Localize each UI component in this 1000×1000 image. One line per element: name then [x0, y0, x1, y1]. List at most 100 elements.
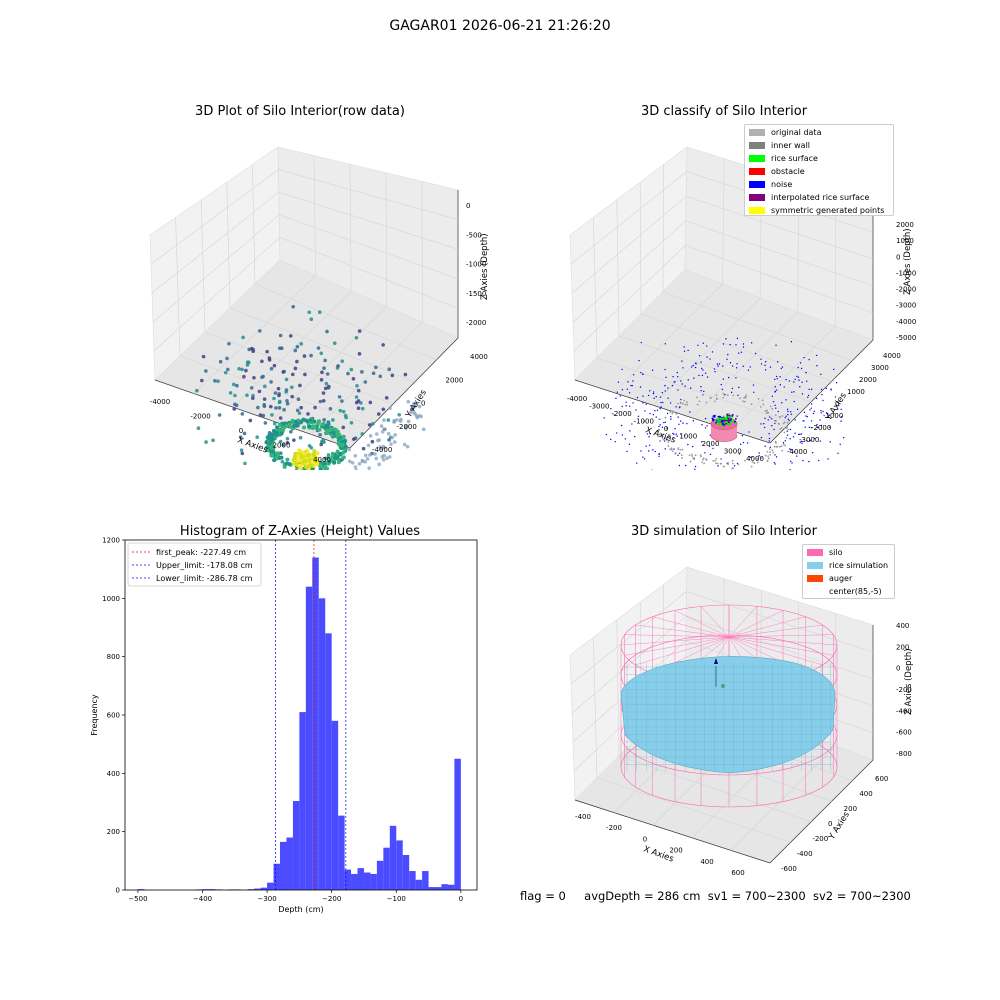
panel2-noise-point [801, 442, 803, 444]
panel2-noise-point [760, 363, 763, 365]
panel2-points [603, 337, 845, 470]
panel2-inner-wall-point [769, 405, 772, 408]
panel1-point [381, 407, 386, 412]
panel2-noise-point [731, 365, 734, 367]
panel2-noise-point [786, 408, 789, 411]
panel2-noise-point [670, 418, 672, 420]
panel2-inner-wall-point [775, 420, 777, 422]
legend-swatch [749, 181, 765, 188]
panel1-point [373, 452, 377, 456]
panel1-point [312, 449, 317, 454]
panel2-noise-point [746, 442, 749, 444]
panel2-inner-wall-point [720, 462, 723, 465]
panel2-noise-point [720, 458, 722, 460]
panel1-point [387, 455, 392, 459]
panel1-point [251, 393, 255, 398]
panel1-point [353, 465, 358, 469]
panel1-point [374, 432, 379, 436]
histogram-bar [389, 825, 397, 890]
panel1-point [351, 377, 356, 381]
panel2-noise-point [645, 445, 647, 447]
panel2-noise-point [785, 415, 787, 418]
panel2-y-tick: -3000 [799, 436, 819, 444]
panel4-y-tick: 0 [828, 820, 832, 828]
panel1-point [307, 310, 312, 315]
panel2-noise-point [815, 354, 818, 357]
panel2-noise-point [810, 420, 813, 422]
panel2-noise-point [735, 344, 737, 346]
panel2-x-tick: -1000 [634, 418, 654, 426]
panel1-point [237, 366, 241, 371]
panel2-noise-point [714, 371, 716, 373]
panel1-point [413, 403, 417, 408]
panel2-z-tick: 0 [896, 253, 900, 261]
grid-line [252, 164, 256, 285]
panel2-noise-point [808, 426, 811, 429]
panel1-point [261, 413, 266, 418]
panel1-point [279, 455, 284, 460]
panel1-point [296, 397, 301, 402]
panel2-rice-point [720, 420, 723, 423]
panel1-z-tick: -1000 [466, 261, 486, 269]
panel1-point [341, 409, 346, 414]
panel1-point [288, 334, 293, 338]
panel2-noise-point [750, 456, 752, 458]
panel2-noise-point [794, 419, 796, 421]
panel2-noise-point [820, 412, 822, 414]
panel2-inner-wall-point [690, 453, 693, 456]
panel1-point [231, 382, 236, 387]
panel4-x-tick: 400 [700, 858, 713, 866]
panel2-noise-point [738, 453, 741, 455]
panel1-point [218, 359, 223, 364]
panel2-inner-wall-point [771, 449, 774, 452]
panel2-inner-wall-point [773, 445, 776, 448]
panel2-inner-wall-point [783, 427, 786, 430]
panel4-legend-item: silo [807, 546, 890, 559]
panel2-inner-wall-point [768, 448, 771, 450]
panel1-point [385, 456, 389, 461]
panel2-noise-point [760, 358, 762, 360]
panel2-noise-point [768, 433, 770, 435]
panel2-z-tick: -4000 [896, 318, 916, 326]
panel1-point [365, 457, 370, 461]
grid-line [596, 357, 791, 423]
panel2-inner-wall-point [766, 450, 769, 453]
panel1-point [281, 428, 286, 433]
panel1-point [357, 352, 362, 356]
panel2-noise-point [813, 437, 816, 440]
panel2-inner-wall-point [785, 427, 788, 430]
panel1-point [338, 451, 343, 456]
panel1-point [293, 366, 298, 371]
legend-label: silo [829, 548, 843, 557]
grid-line [662, 291, 853, 361]
panel1-point [267, 356, 272, 360]
panel1-y-tick: 0 [421, 400, 425, 408]
panel2-inner-wall-point [658, 418, 661, 421]
panel2-noise-point [774, 404, 776, 406]
panel2-noise-point [764, 361, 767, 363]
grid-line [618, 755, 812, 823]
panel2-noise-point [775, 375, 778, 378]
panel1-z-tick: 0 [466, 202, 470, 210]
panel1-point [223, 370, 228, 375]
panel1-point [196, 426, 201, 431]
panel2-noise-point [637, 415, 640, 418]
panel2-legend-item: original data [749, 126, 889, 139]
panel2-noise-point [687, 349, 689, 352]
panel2-noise-point [664, 440, 666, 442]
silo-roof-line [624, 634, 730, 638]
panel1-point [260, 359, 264, 364]
panel2-noise-point [683, 346, 685, 348]
panel1-point [341, 425, 346, 430]
panel2-inner-wall-point [756, 461, 759, 464]
panel2-noise-point [758, 452, 760, 454]
panel1-point [417, 404, 422, 409]
panel2-noise-point [704, 417, 707, 420]
panel2-noise-point [667, 387, 669, 389]
panel2-noise-point [722, 365, 724, 367]
legend-swatch [807, 575, 823, 582]
panel2-inner-wall-point [779, 445, 781, 448]
panel2-legend-item: rice surface [749, 152, 889, 165]
panel2-noise-point [659, 424, 661, 426]
panel2-noise-point [797, 366, 799, 369]
